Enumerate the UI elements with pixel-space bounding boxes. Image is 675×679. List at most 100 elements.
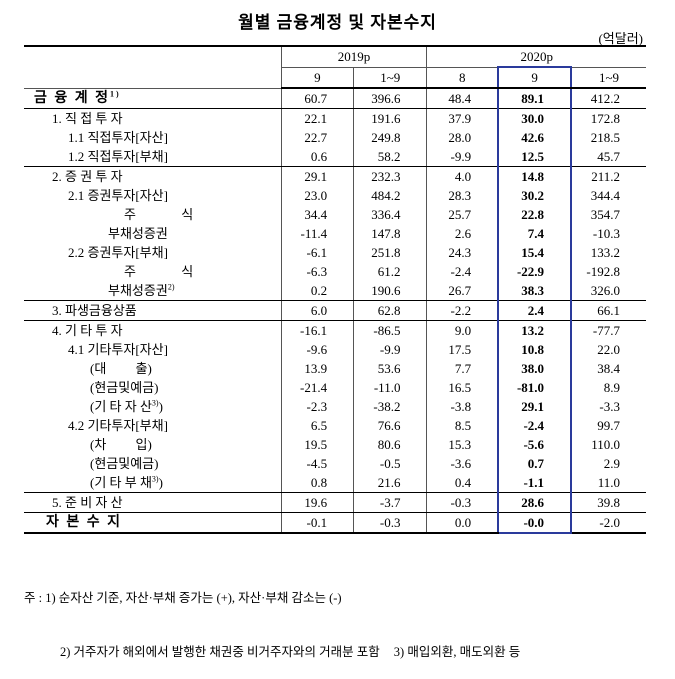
value-cell: 0.0 xyxy=(426,512,499,534)
value-cell: 190.6 xyxy=(353,281,427,301)
row-label: 자 본 수 지 xyxy=(46,515,123,530)
row-label-cell: 4. 기 타 투 자 xyxy=(24,321,281,341)
table-row: (차 입) 19.5 80.6 15.3 -5.6 110.0 xyxy=(24,435,646,454)
value-cell: 76.6 xyxy=(353,416,427,435)
row-label: 5. 준 비 자 산 xyxy=(52,495,123,510)
value-cell: 58.2 xyxy=(353,147,427,167)
value-cell: -0.0 xyxy=(497,512,573,534)
row-label: 2.1 증권투자[자산] xyxy=(68,188,168,203)
row-label-cell: 5. 준 비 자 산 xyxy=(24,492,282,513)
value-cell: 2.6 xyxy=(426,224,499,243)
note: 2) 거주자가 해외에서 발행한 채권중 비거주자와의 거래분 포함 xyxy=(60,645,380,659)
note: 3) 매입외환, 매도외환 등 xyxy=(393,645,521,659)
header-row: 9 1~9 8 9 1~9 xyxy=(24,66,646,89)
value-cell: 191.6 xyxy=(353,108,427,128)
value-cell: 42.6 xyxy=(497,128,573,147)
value-cell: 38.4 xyxy=(570,359,646,378)
unit: (억달러) xyxy=(598,31,643,46)
year-header: 2020p xyxy=(426,45,646,68)
value-cell: 396.6 xyxy=(353,88,427,109)
value-cell: 2.4 xyxy=(497,300,573,321)
row-label: ) xyxy=(158,475,163,490)
row-label-cell: (기 타 자 산3)) xyxy=(24,397,281,416)
row-label: (현금및예금) xyxy=(90,456,159,471)
row-label: (대 출) xyxy=(90,361,152,376)
value-cell: 8.5 xyxy=(426,416,499,435)
value-cell: 4.0 xyxy=(426,166,499,186)
value-cell: -22.9 xyxy=(497,262,573,281)
value-cell: -21.4 xyxy=(280,378,354,397)
table-row: 4. 기 타 투 자 -16.1 -86.5 9.0 13.2 -77.7 xyxy=(24,320,646,341)
table-row: 5. 준 비 자 산 19.6 -3.7 -0.3 28.6 39.8 xyxy=(24,492,646,513)
row-label-cell: 부채성증권2) xyxy=(24,281,282,301)
value-cell: 38.3 xyxy=(497,281,573,301)
value-cell: -6.1 xyxy=(280,243,354,262)
value-cell: 0.4 xyxy=(426,473,499,493)
table-row: 3. 파생금융상품 6.0 62.8 -2.2 2.4 66.1 xyxy=(24,300,646,321)
value-cell: 39.8 xyxy=(570,492,646,513)
value-cell: -3.7 xyxy=(353,492,427,513)
value-cell: 11.0 xyxy=(570,473,646,493)
value-cell: 28.0 xyxy=(426,128,499,147)
year-header: 2019p xyxy=(280,45,427,68)
value-cell: 0.2 xyxy=(280,281,354,301)
period-header: 1~9 xyxy=(353,67,427,89)
value-cell: 38.0 xyxy=(497,359,573,378)
value-cell: -2.4 xyxy=(497,416,573,435)
row-label-cell: (차 입) xyxy=(24,435,281,454)
value-cell: 30.0 xyxy=(497,108,573,128)
value-cell: -81.0 xyxy=(497,378,573,397)
value-cell: -2.2 xyxy=(426,300,499,321)
value-cell: 13.9 xyxy=(280,359,354,378)
value-cell: 29.1 xyxy=(497,397,573,416)
value-cell: 62.8 xyxy=(353,300,427,321)
value-cell: -0.1 xyxy=(280,512,354,534)
table-row: (대 출) 13.9 53.6 7.7 38.0 38.4 xyxy=(24,359,646,378)
row-label: 주 식 xyxy=(124,207,194,222)
period-header: 9 xyxy=(497,66,573,89)
value-cell: 218.5 xyxy=(570,128,646,147)
table: 2019p 2020p 9 1~9 8 9 1~9 금 융 계 정1) 60.7 396.6… xyxy=(24,45,646,534)
row-label: 2.2 증권투자[부채] xyxy=(68,245,168,260)
row-label-cell: 3. 파생금융상품 xyxy=(24,300,282,321)
value-cell: -16.1 xyxy=(280,320,354,340)
value-cell: 12.5 xyxy=(497,147,573,167)
value-cell: -38.2 xyxy=(353,397,427,416)
value-cell: 28.3 xyxy=(426,186,499,205)
value-cell: 99.7 xyxy=(570,416,646,435)
row-label: 3. 파생금융상품 xyxy=(52,303,137,318)
value-cell: 249.8 xyxy=(353,128,427,147)
value-cell: -77.7 xyxy=(570,320,646,340)
title: 월별 금융계정 및 자본수지 xyxy=(238,13,437,32)
period-header: 1~9 xyxy=(570,67,646,89)
table-row: 4.2 기타투자[부채] 6.5 76.6 8.5 -2.4 99.7 xyxy=(24,416,646,435)
value-cell: 412.2 xyxy=(570,88,646,109)
value-cell: 22.0 xyxy=(570,340,646,359)
table-row: 1. 직 접 투 자 22.1 191.6 37.9 30.0 172.8 xyxy=(24,108,646,129)
row-label-cell: 금 융 계 정1) xyxy=(24,88,282,109)
table-row: 부채성증권 -11.4 147.8 2.6 7.4 -10.3 xyxy=(24,224,646,243)
row-label: (현금및예금) xyxy=(90,380,159,395)
value-cell: 23.0 xyxy=(280,186,354,205)
value-cell: -9.9 xyxy=(353,340,427,359)
row-label: ) xyxy=(158,399,163,414)
row-label: 1. 직 접 투 자 xyxy=(52,111,123,126)
value-cell: 354.7 xyxy=(570,205,646,224)
value-cell: 28.6 xyxy=(497,492,573,513)
value-cell: 61.2 xyxy=(353,262,427,281)
value-cell: 211.2 xyxy=(570,166,646,186)
value-cell: 0.7 xyxy=(497,454,573,473)
row-label-cell: (현금및예금) xyxy=(24,454,281,473)
value-cell: -11.4 xyxy=(280,224,354,243)
value-cell: 37.9 xyxy=(426,108,499,128)
value-cell: 336.4 xyxy=(353,205,427,224)
value-cell: 21.6 xyxy=(353,473,427,493)
value-cell: -3.3 xyxy=(570,397,646,416)
row-label-cell: 주 식 xyxy=(24,205,281,224)
table-row: 1.2 직접투자[부채] 0.6 58.2 -9.9 12.5 45.7 xyxy=(24,147,646,167)
value-cell: 7.7 xyxy=(426,359,499,378)
value-cell: -86.5 xyxy=(353,320,427,340)
value-cell: 232.3 xyxy=(353,166,427,186)
row-label-cell: 1. 직 접 투 자 xyxy=(24,109,281,129)
value-cell: 66.1 xyxy=(570,300,646,321)
